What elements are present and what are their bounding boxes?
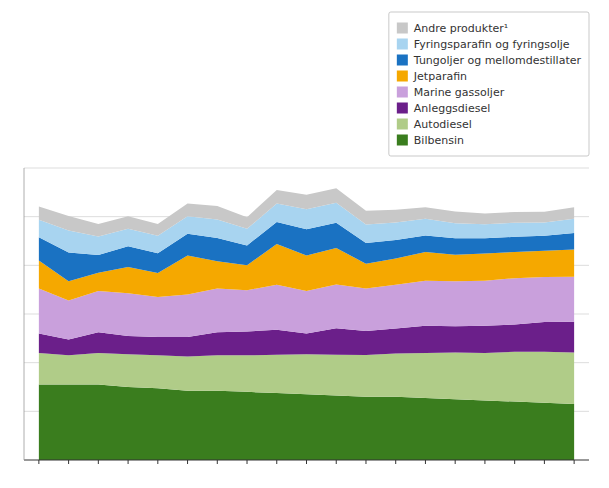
grid bbox=[24, 168, 589, 411]
x-tick bbox=[514, 460, 515, 464]
x-tick bbox=[157, 460, 158, 464]
legend-swatch bbox=[397, 135, 408, 146]
legend-label: Marine gassoljer bbox=[414, 86, 505, 99]
x-tick bbox=[187, 460, 188, 464]
y-axis-line bbox=[24, 168, 25, 460]
area bbox=[39, 188, 574, 236]
legend-swatch bbox=[397, 103, 408, 114]
x-tick bbox=[365, 460, 366, 464]
legend-swatch bbox=[397, 23, 408, 34]
legend-label: Bilbensin bbox=[414, 134, 464, 147]
legend-swatch bbox=[397, 55, 408, 66]
x-ticks bbox=[39, 460, 574, 464]
x-tick bbox=[336, 460, 337, 464]
x-tick bbox=[68, 460, 69, 464]
x-tick bbox=[217, 460, 218, 464]
legend-swatch bbox=[397, 71, 408, 82]
x-tick bbox=[455, 460, 456, 464]
x-tick bbox=[484, 460, 485, 464]
x-tick bbox=[544, 460, 545, 464]
x-tick bbox=[276, 460, 277, 464]
area bbox=[39, 352, 574, 404]
legend-label: Andre produkter¹ bbox=[414, 22, 508, 35]
x-tick bbox=[38, 460, 39, 464]
legend-swatch bbox=[397, 39, 408, 50]
legend-label: Jetparafin bbox=[413, 70, 467, 83]
legend-swatch bbox=[397, 87, 408, 98]
legend-frame bbox=[389, 12, 589, 156]
legend-swatch bbox=[397, 119, 408, 130]
legend-label: Anleggsdiesel bbox=[414, 102, 490, 115]
x-tick bbox=[98, 460, 99, 464]
x-tick bbox=[395, 460, 396, 464]
grid-line bbox=[24, 168, 589, 169]
legend-label: Autodiesel bbox=[414, 118, 472, 131]
x-tick bbox=[128, 460, 129, 464]
x-tick bbox=[306, 460, 307, 464]
legend: Andre produkter¹ Fyringsparafin og fyring… bbox=[389, 12, 589, 156]
legend-label: Fyringsparafin og fyringsolje bbox=[414, 38, 570, 51]
legend-label: Tungoljer og mellomdestillater bbox=[413, 54, 582, 67]
x-tick bbox=[425, 460, 426, 464]
chart: Andre produkter¹ Fyringsparafin og fyring… bbox=[0, 0, 609, 488]
x-tick bbox=[574, 460, 575, 464]
x-tick bbox=[247, 460, 248, 464]
areas bbox=[39, 188, 574, 460]
